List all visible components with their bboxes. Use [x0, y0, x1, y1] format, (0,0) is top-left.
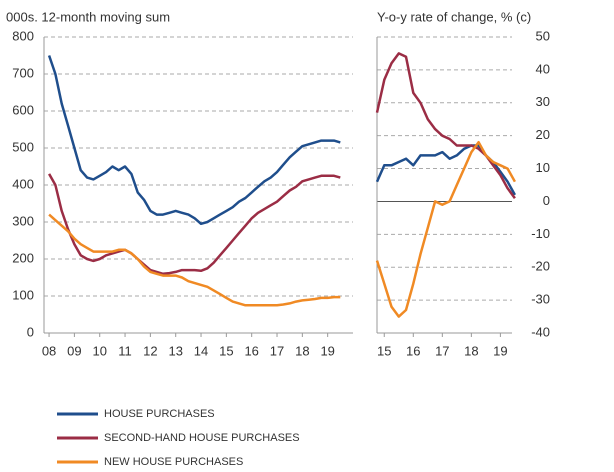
y-tick-label: 100: [12, 287, 34, 302]
y-tick-label: 700: [12, 65, 34, 80]
y-tick-label: 400: [12, 176, 34, 191]
x-tick-label: 18: [295, 343, 309, 358]
y-tick-label: 0: [543, 193, 550, 208]
x-tick-label: 17: [435, 343, 449, 358]
y-tick-label: 40: [536, 61, 550, 76]
series-line: [375, 52, 516, 199]
legend-label: HOUSE PURCHASES: [104, 408, 215, 420]
x-tick-label: 16: [406, 343, 420, 358]
x-tick-label: 08: [42, 343, 56, 358]
y-tick-label: 50: [536, 28, 550, 43]
y-tick-label: 600: [12, 102, 34, 117]
y-tick-label: -30: [531, 292, 550, 307]
x-tick-label: 13: [168, 343, 182, 358]
series-line: [375, 144, 516, 196]
legend-label: NEW HOUSE PURCHASES: [104, 456, 243, 467]
y-tick-label: -10: [531, 226, 550, 241]
x-tick-label: 11: [118, 343, 132, 358]
y-tick-label: 500: [12, 139, 34, 154]
y-tick-label: 300: [12, 213, 34, 228]
x-tick-label: 19: [320, 343, 334, 358]
x-tick-label: 14: [194, 343, 208, 358]
x-tick-label: 09: [67, 343, 81, 358]
y-tick-label: 20: [536, 127, 550, 142]
x-tick-label: 17: [270, 343, 284, 358]
x-tick-label: 12: [143, 343, 157, 358]
y-tick-label: 30: [536, 94, 550, 109]
y-tick-label: 10: [536, 160, 550, 175]
legend-label: SECOND-HAND HOUSE PURCHASES: [104, 432, 300, 444]
x-tick-label: 19: [493, 343, 507, 358]
x-tick-label: 15: [219, 343, 233, 358]
y-tick-label: -20: [531, 259, 550, 274]
y-tick-label: 200: [12, 250, 34, 265]
series-line: [47, 55, 341, 226]
x-tick-label: 15: [377, 343, 391, 358]
panel-title: 000s. 12-month moving sum: [6, 9, 170, 24]
x-tick-label: 18: [464, 343, 478, 358]
x-tick-label: 16: [244, 343, 258, 358]
panel-title: Y-o-y rate of change, % (c): [377, 9, 531, 24]
y-tick-label: 0: [27, 324, 34, 339]
series-line: [48, 213, 341, 307]
series-line: [48, 173, 341, 276]
x-tick-label: 10: [92, 343, 106, 358]
y-tick-label: -40: [531, 324, 550, 339]
series-line: [375, 140, 516, 318]
y-tick-label: 800: [12, 28, 34, 43]
